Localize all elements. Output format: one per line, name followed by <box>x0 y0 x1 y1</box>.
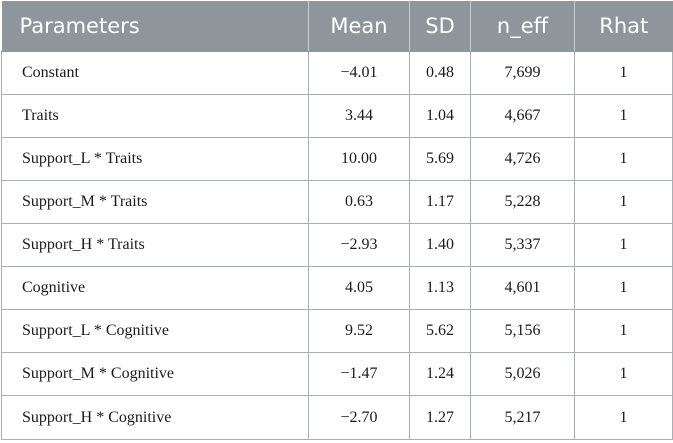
cell-sd: 1.24 <box>409 352 471 396</box>
header-row: Parameters Mean SD n_eff Rhat <box>1 1 673 52</box>
cell-sd: 1.27 <box>409 395 471 440</box>
cell-sd: 5.69 <box>409 137 471 181</box>
cell-n-eff: 4,667 <box>470 94 575 138</box>
cell-mean: 3.44 <box>308 94 410 138</box>
cell-rhat: 1 <box>574 51 673 95</box>
cell-mean: 9.52 <box>308 309 410 353</box>
cell-n-eff: 5,337 <box>470 223 575 267</box>
table-row: Support_L * Cognitive 9.52 5.62 5,156 1 <box>1 309 673 353</box>
cell-mean: −1.47 <box>308 352 410 396</box>
table-body: Constant −4.01 0.48 7,699 1 Traits 3.44 … <box>1 51 673 440</box>
cell-sd: 1.13 <box>409 266 471 310</box>
cell-sd: 1.04 <box>409 94 471 138</box>
table-row: Support_H * Cognitive −2.70 1.27 5,217 1 <box>1 395 673 440</box>
cell-rhat: 1 <box>574 266 673 310</box>
header-n-eff: n_eff <box>470 1 575 52</box>
table-row: Constant −4.01 0.48 7,699 1 <box>1 51 673 95</box>
cell-n-eff: 5,228 <box>470 180 575 224</box>
cell-rhat: 1 <box>574 94 673 138</box>
table-header: Parameters Mean SD n_eff Rhat <box>1 1 673 52</box>
cell-sd: 1.17 <box>409 180 471 224</box>
cell-mean: −2.70 <box>308 395 410 440</box>
cell-sd: 5.62 <box>409 309 471 353</box>
cell-n-eff: 4,601 <box>470 266 575 310</box>
cell-sd: 1.40 <box>409 223 471 267</box>
header-mean: Mean <box>308 1 410 52</box>
cell-mean: 4.05 <box>308 266 410 310</box>
table-row: Support_M * Traits 0.63 1.17 5,228 1 <box>1 180 673 224</box>
cell-parameter: Support_M * Traits <box>1 180 309 224</box>
table-row: Cognitive 4.05 1.13 4,601 1 <box>1 266 673 310</box>
cell-parameter: Support_L * Cognitive <box>1 309 309 353</box>
cell-rhat: 1 <box>574 223 673 267</box>
cell-rhat: 1 <box>574 180 673 224</box>
table-row: Support_M * Cognitive −1.47 1.24 5,026 1 <box>1 352 673 396</box>
cell-rhat: 1 <box>574 395 673 440</box>
cell-parameter: Constant <box>1 51 309 95</box>
table-row: Support_L * Traits 10.00 5.69 4,726 1 <box>1 137 673 181</box>
cell-rhat: 1 <box>574 309 673 353</box>
cell-n-eff: 5,156 <box>470 309 575 353</box>
cell-parameter: Support_H * Traits <box>1 223 309 267</box>
cell-parameter: Support_H * Cognitive <box>1 395 309 440</box>
cell-n-eff: 7,699 <box>470 51 575 95</box>
cell-mean: −2.93 <box>308 223 410 267</box>
table-row: Traits 3.44 1.04 4,667 1 <box>1 94 673 138</box>
cell-parameter: Traits <box>1 94 309 138</box>
cell-rhat: 1 <box>574 352 673 396</box>
cell-sd: 0.48 <box>409 51 471 95</box>
cell-parameter: Support_L * Traits <box>1 137 309 181</box>
cell-rhat: 1 <box>574 137 673 181</box>
cell-mean: 10.00 <box>308 137 410 181</box>
cell-mean: 0.63 <box>308 180 410 224</box>
table-row: Support_H * Traits −2.93 1.40 5,337 1 <box>1 223 673 267</box>
header-parameters: Parameters <box>1 1 309 52</box>
cell-n-eff: 5,217 <box>470 395 575 440</box>
cell-parameter: Support_M * Cognitive <box>1 352 309 396</box>
cell-parameter: Cognitive <box>1 266 309 310</box>
header-sd: SD <box>409 1 471 52</box>
header-rhat: Rhat <box>574 1 673 52</box>
cell-mean: −4.01 <box>308 51 410 95</box>
cell-n-eff: 5,026 <box>470 352 575 396</box>
cell-n-eff: 4,726 <box>470 137 575 181</box>
